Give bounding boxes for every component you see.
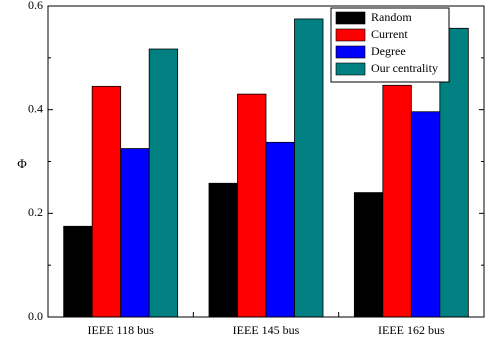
bar-our-centrality-1 xyxy=(148,48,179,318)
y-tick-label: 0.6 xyxy=(28,0,43,12)
legend-label: Random xyxy=(371,10,412,24)
tick-labels: IEEE 118 bus IEEE 145 bus IEEE 162 bus 0.0 0… xyxy=(28,0,445,337)
y-axis-label: Φ xyxy=(17,156,27,171)
legend-swatch xyxy=(335,62,366,76)
bar-degree-1 xyxy=(120,148,150,318)
legend-swatch xyxy=(335,45,366,59)
bar-degree-2 xyxy=(265,141,295,318)
x-tick-label: IEEE 162 bus xyxy=(378,323,445,337)
bar-random-1 xyxy=(63,225,93,318)
bar-random-3 xyxy=(353,192,384,318)
bar-current-1 xyxy=(91,85,122,318)
x-tick-label: IEEE 145 bus xyxy=(233,323,300,337)
x-tick-label: IEEE 118 bus xyxy=(88,323,155,337)
bar-current-3 xyxy=(382,84,412,318)
axes xyxy=(47,5,485,318)
legend-label: Degree xyxy=(371,44,406,58)
legend-swatch xyxy=(335,28,366,42)
legend-label: Our centrality xyxy=(371,61,438,75)
bars xyxy=(63,18,469,318)
y-tick-label: 0.4 xyxy=(28,101,43,115)
bar-degree-3 xyxy=(410,111,441,318)
legend: Random Current Degree Our centrality xyxy=(330,7,450,83)
bar-random-2 xyxy=(208,182,238,318)
y-tick-label: 0.2 xyxy=(28,205,43,219)
legend-swatch xyxy=(335,11,366,25)
y-tick-label: 0.0 xyxy=(28,309,43,323)
legend-label: Current xyxy=(371,27,408,41)
bar-current-2 xyxy=(237,93,267,318)
bar-our-centrality-2 xyxy=(294,18,324,318)
